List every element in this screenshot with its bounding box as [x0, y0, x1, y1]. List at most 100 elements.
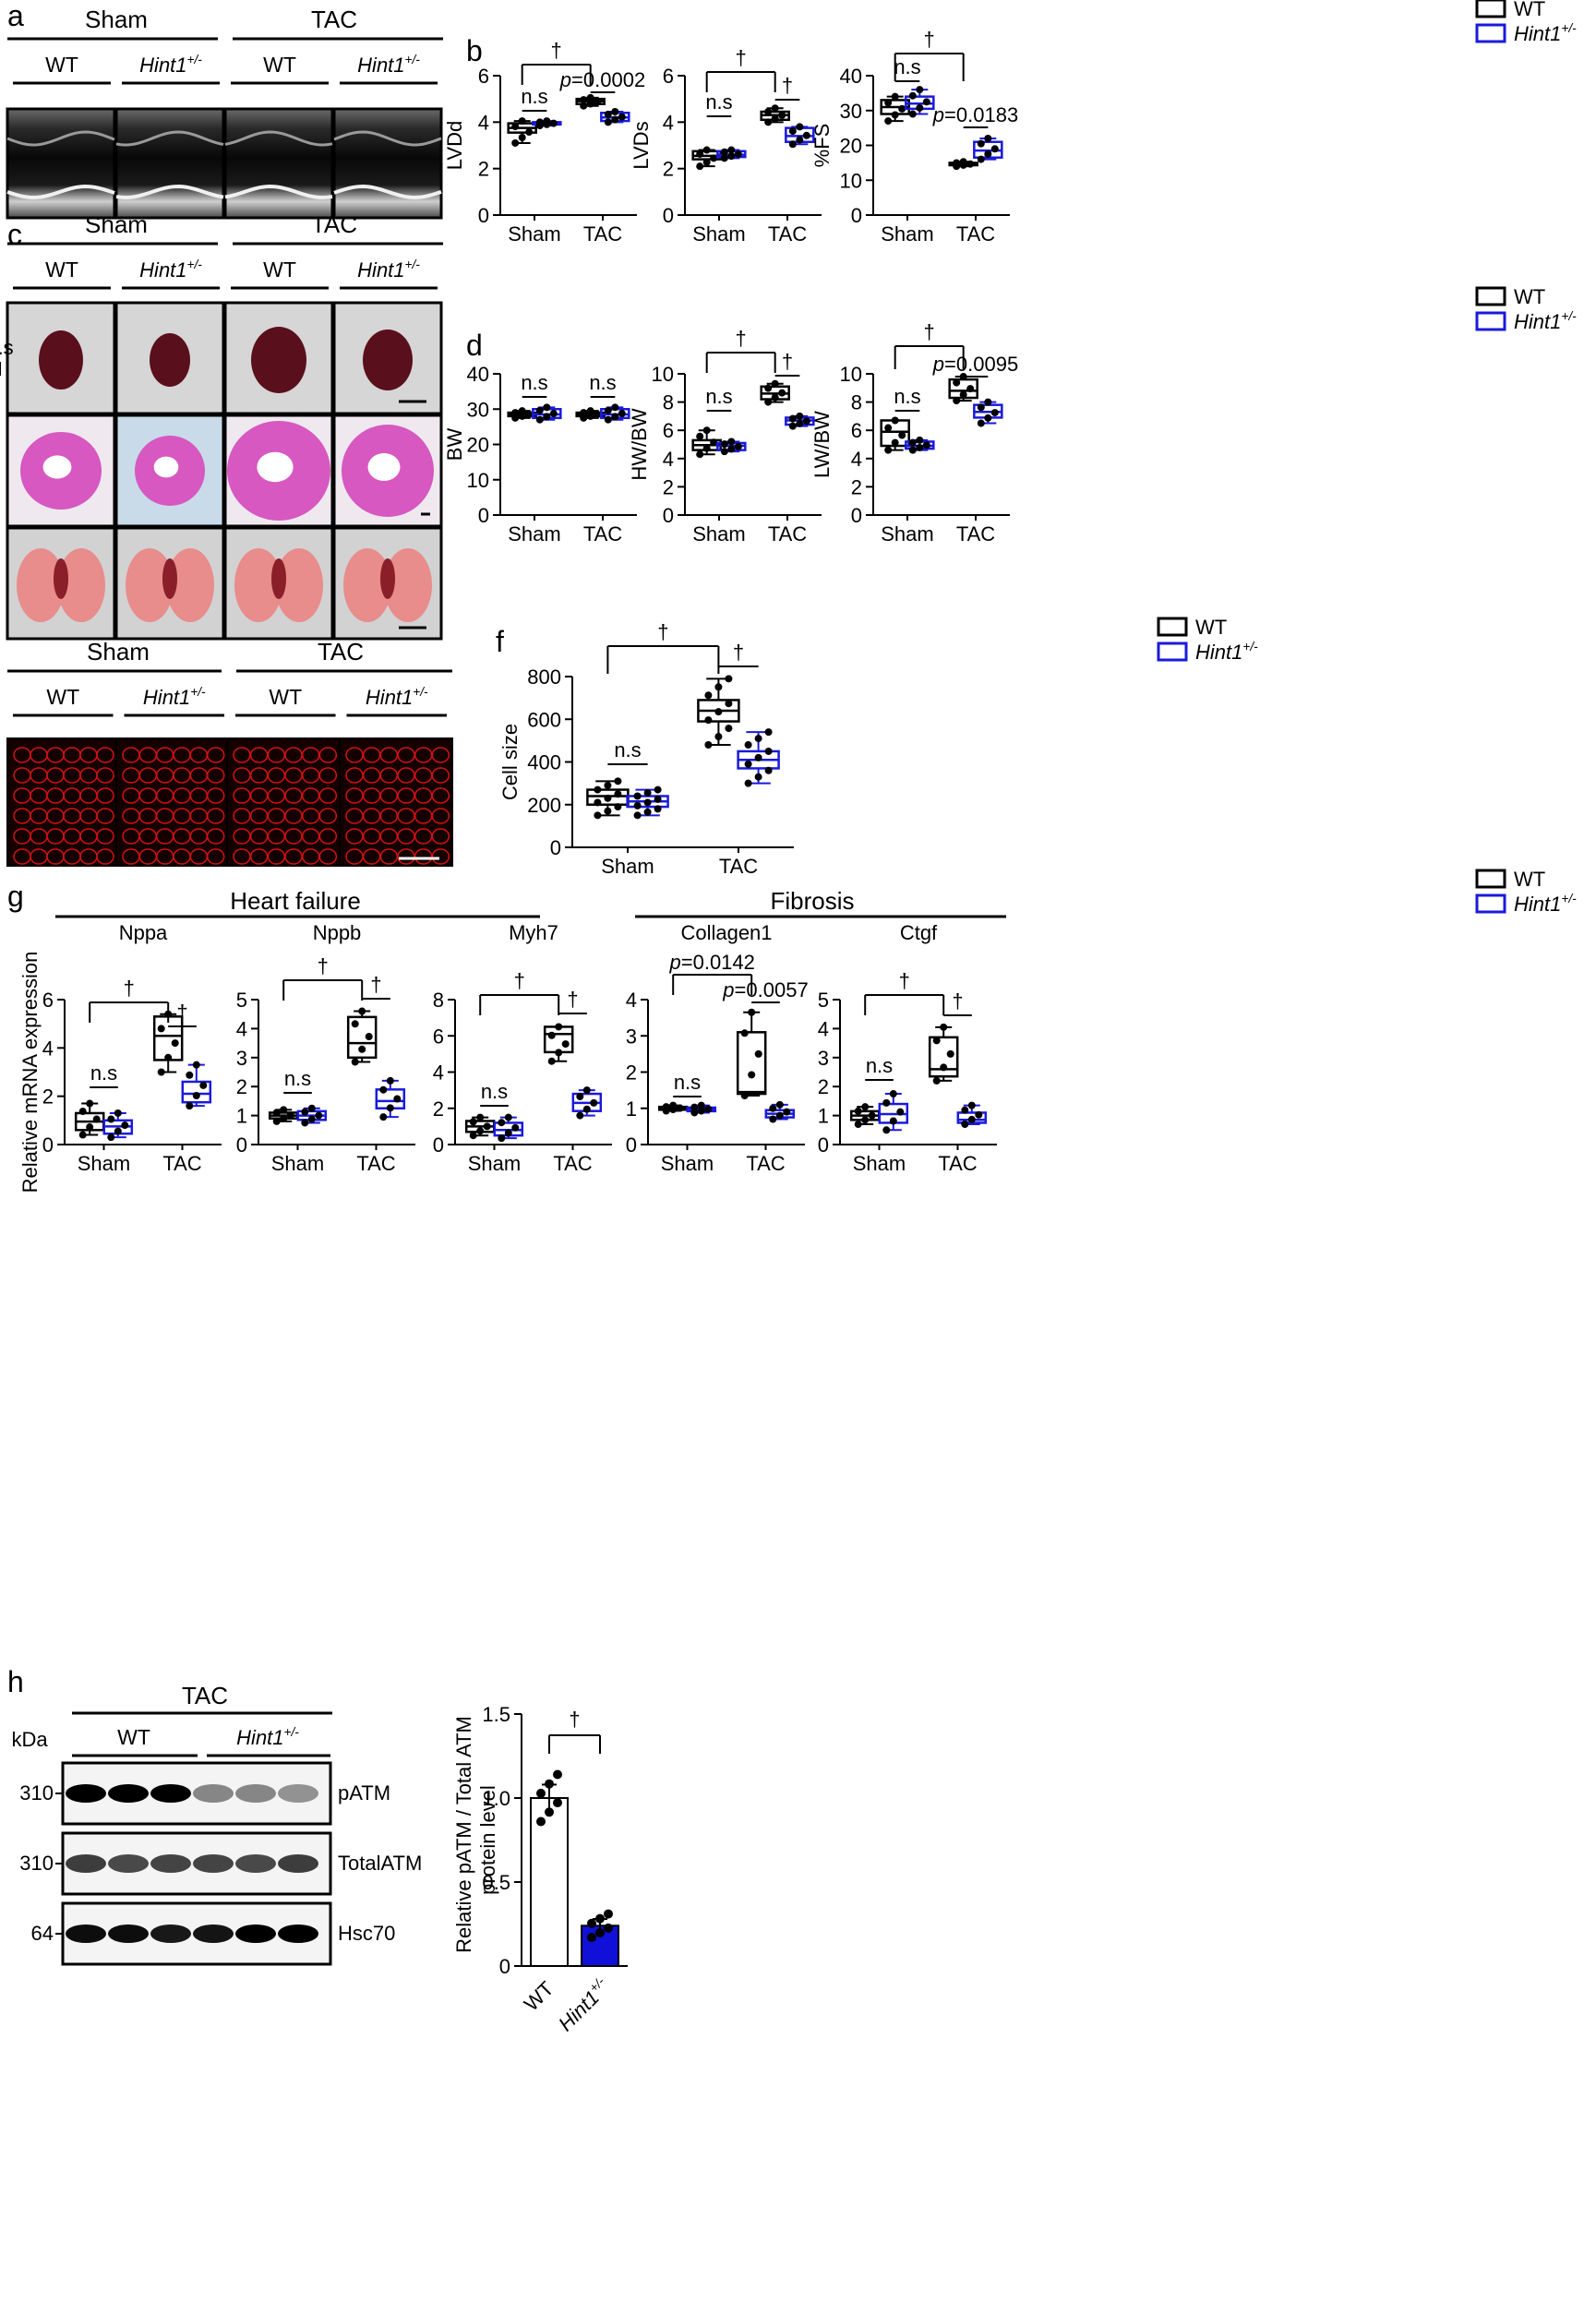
box-Hint1+/--TAC: [600, 403, 630, 424]
y-axis-label: %FS: [810, 124, 834, 168]
ns-label: n.s: [614, 738, 641, 761]
data-point: [720, 448, 728, 456]
data-point: [315, 1111, 323, 1120]
ns-label: n.s: [866, 1054, 893, 1077]
box: [928, 1036, 959, 1078]
header-hint1: Hint1+/-: [357, 258, 420, 282]
y-tick-label: 8: [433, 989, 444, 1012]
box: [346, 1015, 378, 1060]
data-point: [727, 445, 736, 453]
y-tick-label: 8: [663, 391, 674, 414]
x-tick-label: TAC: [956, 522, 995, 546]
data-point: [696, 150, 704, 158]
data-point: [301, 1108, 309, 1116]
header-wt: WT: [46, 685, 79, 709]
box-WT-Sham: [880, 416, 910, 454]
y-tick-label: 4: [236, 1017, 247, 1040]
data-point: [754, 735, 762, 743]
box-Hint1+/--Sham: [296, 1104, 328, 1127]
data-point: [301, 1119, 309, 1127]
y-tick-label: 0: [550, 836, 561, 859]
he-lumen: [153, 456, 179, 478]
data-point: [504, 1129, 512, 1137]
data-point: [272, 1109, 281, 1117]
data-point: [714, 733, 723, 741]
data-point: [614, 803, 622, 811]
data-point: [744, 741, 752, 749]
data-point: [984, 398, 992, 406]
data-point: [186, 1102, 194, 1110]
x-tick-label: Sham: [692, 522, 745, 546]
legend-wt-swatch: [1475, 0, 1506, 18]
blot-band: [235, 1924, 276, 1943]
data-point: [379, 1113, 388, 1121]
data-point: [536, 1788, 546, 1798]
chart-g4: 0 1 2 3 4 Collagen1 Sham TAC p=0.0142 p=0.0057 n.s: [626, 921, 809, 1175]
data-point: [549, 410, 558, 418]
data-point: [186, 1071, 194, 1079]
box: [736, 1031, 767, 1096]
y-tick-label: 6: [851, 419, 862, 442]
dagger-label: †: [318, 954, 329, 977]
header-wt: WT: [269, 685, 302, 709]
data-point: [946, 1049, 954, 1058]
x-tick-label: Sham: [853, 1152, 906, 1175]
box-Hint1+/--Sham: [905, 86, 935, 118]
header-tac: TAC: [318, 638, 364, 665]
data-point: [884, 99, 893, 107]
data-point: [725, 700, 733, 708]
data-point: [690, 1103, 699, 1111]
data-point: [393, 1095, 402, 1103]
data-point: [696, 450, 704, 459]
y-tick-label: 400: [527, 751, 561, 774]
y-tick-label: 10: [467, 469, 489, 492]
data-point: [740, 1029, 749, 1037]
data-point: [764, 747, 773, 755]
box-Hint1+/--Sham: [532, 117, 562, 130]
y-tick-label: 0: [236, 1133, 247, 1157]
cell-outline: [96, 747, 114, 763]
legend-hint1-label: Hint1+/-: [1514, 309, 1577, 333]
data-point: [966, 385, 975, 393]
data-point: [351, 1020, 359, 1028]
data-point: [977, 155, 985, 163]
data-point: [107, 1133, 115, 1142]
data-point: [734, 442, 742, 450]
data-point: [171, 1039, 179, 1048]
cell-outline: [318, 767, 338, 784]
y-tick-label: 5: [818, 989, 829, 1012]
data-point: [769, 1104, 777, 1112]
p-value: p=0.0183: [932, 103, 1018, 126]
y-axis-label: Relative mRNA expression: [18, 952, 42, 1193]
data-point: [714, 683, 723, 691]
box-WT-Sham: [464, 1113, 496, 1140]
legend-hint1-swatch: [1157, 641, 1188, 662]
data-point: [764, 766, 773, 774]
data-point: [525, 410, 534, 418]
data-point: [594, 785, 602, 794]
y-tick-label: 2: [236, 1075, 247, 1098]
he-lumen: [367, 453, 401, 481]
heart-organ: [150, 333, 190, 387]
mmode-trace: [333, 185, 442, 199]
data-point: [547, 1057, 556, 1065]
cell-outline: [431, 787, 450, 804]
x-tick-label: Sham: [468, 1152, 521, 1175]
data-point: [754, 1049, 762, 1058]
dagger-label: †: [736, 327, 747, 350]
dagger-label: †: [782, 74, 793, 97]
x-tick-label: Sham: [78, 1152, 130, 1175]
blot-band: [66, 1854, 106, 1873]
data-point: [511, 414, 520, 422]
y-tick-label: 6: [433, 1025, 444, 1048]
y-tick-label: 20: [840, 135, 862, 158]
x-tick-label-hint1: Hint1+/-: [553, 1974, 615, 2036]
data-point: [590, 1098, 598, 1107]
data-point: [977, 139, 985, 148]
data-point: [771, 104, 779, 113]
tac-header: TAC: [182, 1682, 228, 1709]
y-tick-label: 2: [433, 1097, 444, 1121]
y-axis-label: Cell size: [498, 724, 522, 800]
